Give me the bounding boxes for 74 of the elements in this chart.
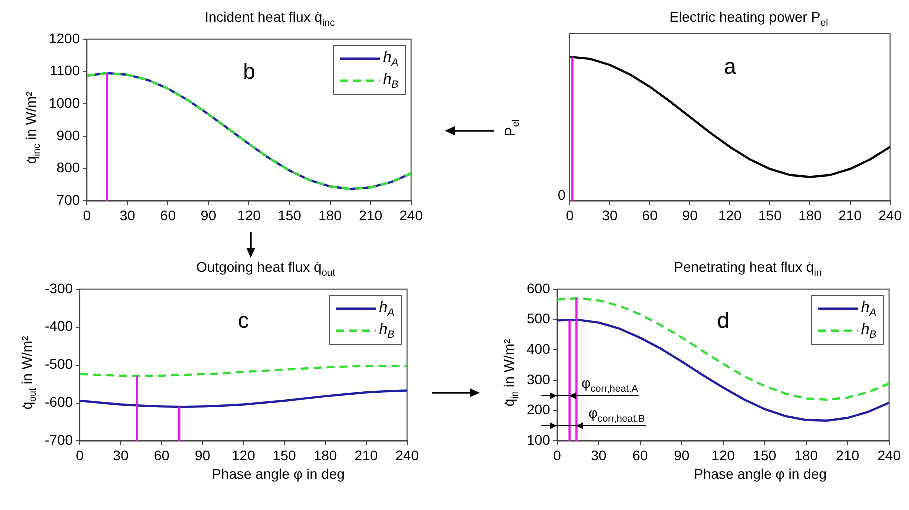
x-tick-label: 0 (83, 207, 92, 224)
x-tick-label: 0 (553, 447, 562, 464)
x-tick-label: 90 (674, 447, 690, 464)
annotation: d (717, 308, 730, 334)
x-tick-label: 240 (396, 447, 420, 464)
y-tick-label: 800 (56, 160, 80, 176)
y-tick-label: -300 (44, 280, 74, 296)
x-tick-label: 120 (232, 447, 256, 464)
y-tick-label: 300 (527, 371, 551, 388)
annotation: φ$_{corr,heat,B}$ (588, 405, 646, 425)
chart-title: Electric heating power P$_{el}$ (668, 8, 830, 29)
legend-label: h$_{A}$ (379, 299, 395, 320)
x-tick-label: 30 (113, 447, 129, 464)
legend-label: h$_{A}$ (383, 49, 399, 70)
x-tick-label: 90 (194, 447, 211, 464)
annotation: c (238, 308, 250, 334)
x-tick-label: 180 (318, 207, 342, 224)
x-axis-title: Phase angle φ in deg (211, 466, 346, 482)
y-tick-label: 400 (527, 340, 551, 357)
x-tick-label: 240 (878, 447, 902, 464)
x-tick-label: 60 (642, 207, 658, 224)
x-tick-label: 180 (798, 207, 822, 224)
x-axis-title: Phase angle φ in deg (693, 466, 828, 482)
x-tick-label: 0 (566, 207, 574, 224)
line-series (557, 297, 890, 402)
x-tick-label: 30 (120, 207, 136, 224)
text: 0 (558, 187, 566, 204)
x-tick-label: 240 (878, 207, 902, 224)
chart-title: Penetrating heat flux q̇$_{in}$ (673, 258, 823, 279)
y-tick-label: 500 (527, 310, 551, 327)
line-series (80, 364, 408, 378)
x-tick-label: 180 (314, 447, 338, 464)
x-tick-label: 60 (632, 447, 648, 464)
y-tick-label: -500 (44, 356, 74, 372)
y-tick-label: -400 (44, 318, 74, 334)
annotation: b (243, 58, 256, 85)
y-tick-label: 100 (527, 432, 551, 448)
x-tick-label: 90 (682, 207, 698, 224)
x-tick-label: 120 (712, 447, 736, 464)
legend-label: h$_{B}$ (383, 71, 399, 92)
x-tick-label: 30 (602, 207, 618, 224)
x-tick-label: 0 (76, 447, 84, 464)
x-tick-label: 90 (200, 207, 217, 224)
x-tick-label: 30 (591, 447, 607, 464)
legend-label: h$_{A}$ (861, 299, 877, 320)
x-tick-label: 120 (238, 207, 262, 224)
y-tick-label: 1000 (48, 94, 80, 111)
chart-title: Incident heat flux q̇$_{inc}$ (204, 8, 336, 29)
x-tick-label: 60 (160, 207, 176, 224)
legend-label: h$_{B}$ (861, 321, 877, 342)
x-tick-label: 210 (359, 207, 383, 224)
x-tick-label: 150 (758, 207, 782, 224)
x-tick-label: 210 (838, 207, 862, 224)
y-tick-label: 600 (527, 280, 551, 296)
x-tick-label: 120 (718, 207, 742, 224)
x-tick-label: 150 (278, 207, 302, 224)
x-tick-label: 240 (400, 207, 424, 224)
y-tick-label: -600 (44, 394, 74, 410)
x-tick-label: 210 (836, 447, 860, 464)
y-tick-label: -700 (44, 432, 74, 448)
x-tick-label: 150 (753, 447, 777, 464)
x-tick-label: 210 (354, 447, 378, 464)
annotation: a (724, 54, 736, 80)
x-tick-label: 60 (154, 447, 170, 464)
annotation: φ$_{corr,heat,A}$ (582, 374, 638, 394)
y-tick-label: 200 (527, 402, 551, 418)
chart-title: Outgoing heat flux q̇$_{out}$ (196, 258, 336, 279)
y-tick-label: 1100 (50, 62, 80, 79)
y-tick-label: 1200 (48, 30, 80, 46)
y-tick-label: 700 (56, 192, 80, 208)
legend-label: h$_{B}$ (379, 321, 395, 342)
y-tick-label: 900 (56, 127, 80, 144)
x-tick-label: 180 (794, 447, 818, 464)
x-tick-label: 150 (272, 447, 296, 464)
